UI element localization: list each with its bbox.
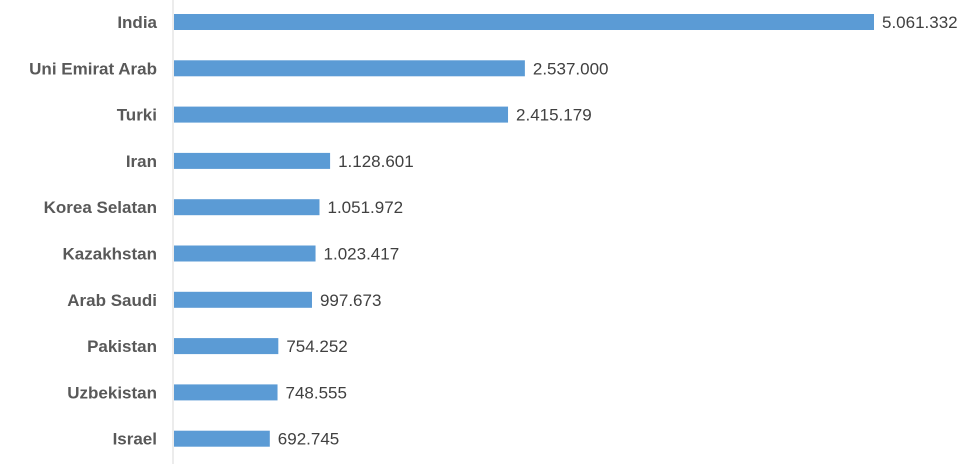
category-label: Turki: [117, 106, 157, 125]
bar-6: [174, 291, 312, 308]
data-label: 2.415.179: [516, 106, 592, 125]
bar-2: [174, 106, 509, 123]
data-label: 748.555: [286, 383, 347, 402]
data-label: 997.673: [320, 291, 381, 310]
data-label: 692.745: [278, 430, 339, 449]
data-label: 5.061.332: [882, 13, 958, 32]
bar-3: [174, 152, 331, 169]
bars-group: [174, 14, 874, 447]
category-label: Kazakhstan: [63, 245, 157, 264]
bar-8: [174, 384, 278, 401]
category-label: Pakistan: [87, 337, 157, 356]
data-label: 754.252: [286, 337, 347, 356]
category-label: Uni Emirat Arab: [29, 59, 157, 78]
data-label: 1.023.417: [324, 245, 400, 264]
data-label: 1.128.601: [338, 152, 414, 171]
bar-9: [174, 430, 270, 447]
category-label: India: [117, 13, 157, 32]
bar-4: [174, 199, 320, 216]
bar-5: [174, 245, 316, 262]
bar-0: [174, 14, 874, 30]
category-label: Korea Selatan: [44, 198, 157, 217]
bar-1: [174, 60, 525, 77]
category-label: Israel: [113, 430, 157, 449]
category-label: Iran: [126, 152, 157, 171]
category-labels-group: India Uni Emirat Arab Turki Iran Korea Selat…: [29, 13, 157, 449]
category-label: Arab Saudi: [67, 291, 157, 310]
category-label: Uzbekistan: [67, 383, 157, 402]
bar-7: [174, 338, 279, 355]
data-label: 2.537.000: [533, 59, 609, 78]
data-labels-group: 5.061.332 2.537.000 2.415.179 1.128.601 1.05…: [278, 13, 958, 449]
data-label: 1.051.972: [327, 198, 403, 217]
